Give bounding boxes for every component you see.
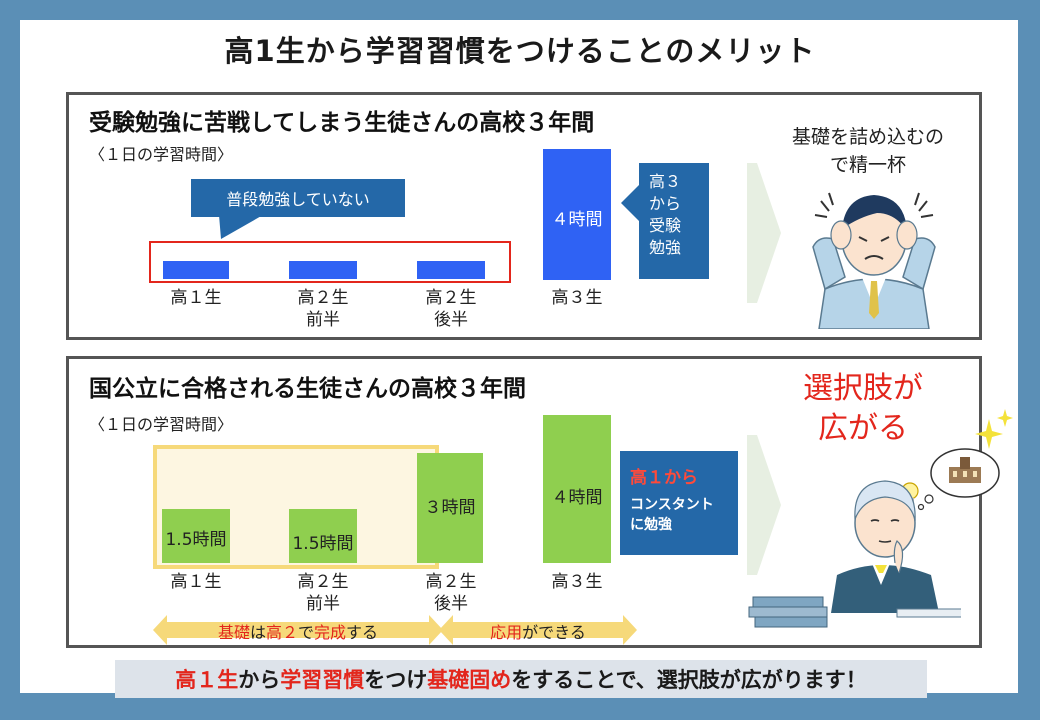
panel-struggling: 受験勉強に苦戦してしまう生徒さんの高校３年間 〈１日の学習時間〉 普段勉強してい… xyxy=(66,92,982,340)
bar-grade3-label: ４時間 xyxy=(551,488,603,508)
options-widen-text: 選択肢が 広がる xyxy=(803,371,923,446)
panel-successful: 国公立に合格される生徒さんの高校３年間 〈１日の学習時間〉 1.5時間 1.5時… xyxy=(66,356,1013,648)
advanced-arrow-text: 応用ができる xyxy=(490,623,586,642)
bar-grade2-first-label: 1.5時間 xyxy=(292,534,354,554)
foundation-arrow-text: 基礎は高２で完成する xyxy=(217,623,379,642)
bar-grade1 xyxy=(163,261,229,279)
struggle-result-text: 基礎を詰め込むの で精一杯 xyxy=(791,126,944,176)
bar-grade2-first xyxy=(289,509,357,563)
school-building-icon xyxy=(917,448,1000,511)
category-label: 高３生 xyxy=(551,288,603,308)
sparkle-icon xyxy=(975,409,1013,449)
callout-pointer xyxy=(219,215,263,239)
slide-title: 高1生から学習習慣をつけることのメリット xyxy=(224,34,816,68)
thinking-student-illustration xyxy=(831,480,961,618)
side-box-pointer xyxy=(621,183,641,223)
bar-grade3 xyxy=(543,149,611,280)
bar-grade2-first xyxy=(289,261,357,279)
bar-grade3 xyxy=(543,415,611,563)
chevron-arrow-icon xyxy=(747,163,781,303)
category-label: 高２生 後半 xyxy=(425,572,477,614)
no-study-callout: 普段勉強していない xyxy=(191,179,405,217)
bar-grade2-second-label: ３時間 xyxy=(424,498,476,518)
bar-grade3-label: ４時間 xyxy=(551,210,603,230)
no-study-highlight-frame xyxy=(149,241,511,283)
panel2-subtitle: 〈１日の学習時間〉 xyxy=(89,415,234,434)
panel1-subtitle: 〈１日の学習時間〉 xyxy=(89,145,234,164)
no-study-callout-text: 普段勉強していない xyxy=(226,190,370,209)
category-label: 高１生 xyxy=(170,572,222,592)
panel1-title: 受験勉強に苦戦してしまう生徒さんの高校３年間 xyxy=(89,110,595,136)
panel2-title: 国公立に合格される生徒さんの高校３年間 xyxy=(89,376,526,402)
bar-grade2-second xyxy=(417,453,483,563)
category-label: 高２生 後半 xyxy=(425,288,477,330)
category-label: 高１生 xyxy=(170,288,222,308)
bar-grade1-label: 1.5時間 xyxy=(165,530,227,550)
category-label: 高２生 前半 xyxy=(297,288,349,330)
summary-caption: 高１生 から 学習習慣 をつけ 基礎固め をすることで、選択肢が広がります！ xyxy=(115,660,927,698)
books-icon xyxy=(748,596,828,628)
chevron-arrow-icon xyxy=(747,435,781,575)
stressed-student-illustration xyxy=(812,192,936,329)
bar-grade2-second xyxy=(417,261,485,279)
grade3-exam-box: 高３ から 受験 勉強 xyxy=(639,163,709,279)
category-label: 高３生 xyxy=(551,572,603,592)
category-label: 高２生 前半 xyxy=(297,572,349,614)
bar-grade1 xyxy=(162,509,230,563)
foundation-double-arrow xyxy=(153,615,443,645)
advanced-double-arrow xyxy=(439,615,637,645)
constant-study-box: 高１から コンスタント に勉強 xyxy=(620,451,738,555)
